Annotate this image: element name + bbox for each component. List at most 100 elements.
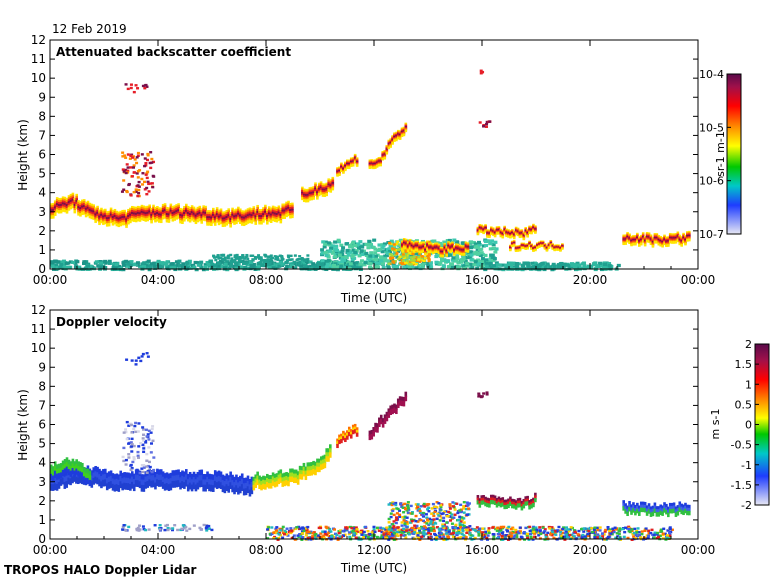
field-cell xyxy=(447,532,451,536)
field-cell xyxy=(372,166,375,170)
field-cell xyxy=(528,244,531,248)
field-cell xyxy=(465,261,470,266)
field-cell xyxy=(124,171,128,175)
field-cell xyxy=(608,529,612,533)
field-cell xyxy=(306,193,310,198)
field-cell xyxy=(465,501,469,504)
field-cell xyxy=(107,214,111,219)
field-cell xyxy=(233,211,236,215)
field-cell xyxy=(572,535,576,538)
field-cell xyxy=(417,258,421,261)
field-cell xyxy=(521,263,526,268)
field-cell xyxy=(589,266,594,270)
field-cell xyxy=(239,259,243,262)
field-cell xyxy=(348,262,353,266)
field-cell xyxy=(236,257,240,260)
field-cell xyxy=(289,202,292,207)
field-cell xyxy=(55,199,59,203)
field-cell xyxy=(109,207,113,212)
field-cell xyxy=(314,185,317,190)
field-cell xyxy=(506,529,510,533)
field-cell xyxy=(382,531,386,534)
field-cell xyxy=(181,208,184,213)
field-cell xyxy=(212,213,215,218)
field-cell xyxy=(403,515,407,518)
y-tick-label: 9 xyxy=(38,90,46,104)
field-cell xyxy=(138,216,142,220)
field-cell xyxy=(528,231,531,235)
field-cell xyxy=(192,214,196,219)
field-cell xyxy=(496,526,500,529)
field-cell xyxy=(144,161,148,165)
field-cell xyxy=(456,265,461,269)
field-cell xyxy=(316,187,319,192)
field-cell xyxy=(322,536,326,540)
field-cell xyxy=(175,212,178,216)
field-cell xyxy=(134,206,138,211)
field-cell xyxy=(389,512,393,515)
field-cell xyxy=(294,527,298,531)
field-cell xyxy=(98,221,101,226)
field-cell xyxy=(109,213,113,218)
field-cell xyxy=(260,221,263,225)
field-cell xyxy=(183,206,186,210)
field-cell xyxy=(555,530,559,533)
field-cell xyxy=(159,211,163,216)
field-cell xyxy=(530,231,533,235)
field-cell xyxy=(293,266,298,270)
field-cell xyxy=(96,211,99,216)
field-cell xyxy=(217,209,221,214)
field-cell xyxy=(302,198,306,203)
field-cell xyxy=(98,215,101,220)
field-cell xyxy=(442,523,446,526)
field-cell xyxy=(192,210,196,215)
field-cell xyxy=(415,532,419,535)
field-cell xyxy=(323,190,327,194)
field-cell xyxy=(392,520,396,523)
field-cell xyxy=(483,239,488,243)
field-cell xyxy=(385,151,389,155)
field-cell xyxy=(269,207,273,211)
field-cell xyxy=(165,208,169,213)
field-cell xyxy=(156,208,159,212)
field-cell xyxy=(475,266,480,270)
field-cell xyxy=(649,242,653,245)
field-cell xyxy=(580,262,585,266)
field-cell xyxy=(414,262,418,266)
field-cell xyxy=(210,264,215,268)
field-cell xyxy=(512,236,516,240)
field-cell xyxy=(350,254,355,259)
field-cell xyxy=(593,534,597,537)
field-cell xyxy=(588,531,592,534)
field-cell xyxy=(277,215,281,219)
field-cell xyxy=(187,261,192,265)
field-cell xyxy=(398,509,402,512)
field-cell xyxy=(134,212,138,217)
field-cell xyxy=(509,235,512,239)
field-cell xyxy=(293,538,297,541)
field-cell xyxy=(117,223,121,228)
field-cell xyxy=(136,194,140,198)
field-cell xyxy=(461,523,465,527)
field-cell xyxy=(105,215,109,219)
field-cell xyxy=(210,218,213,223)
field-cell xyxy=(634,537,638,540)
x-axis-label: Time (UTC) xyxy=(340,291,407,305)
field-cell xyxy=(635,531,639,534)
field-cell xyxy=(377,247,382,251)
field-cell xyxy=(538,528,542,532)
field-cell xyxy=(158,219,161,223)
field-cell xyxy=(344,242,349,246)
field-cell xyxy=(668,528,672,531)
field-cell xyxy=(327,188,331,192)
field-cell xyxy=(117,215,121,220)
field-cell xyxy=(438,241,443,246)
field-cell xyxy=(321,193,325,197)
field-cell xyxy=(477,262,482,266)
field-cell xyxy=(533,535,537,539)
field-cell xyxy=(312,193,315,197)
field-cell xyxy=(475,526,479,529)
field-cell xyxy=(239,216,242,220)
field-cell xyxy=(158,207,161,211)
field-cell xyxy=(285,207,288,212)
